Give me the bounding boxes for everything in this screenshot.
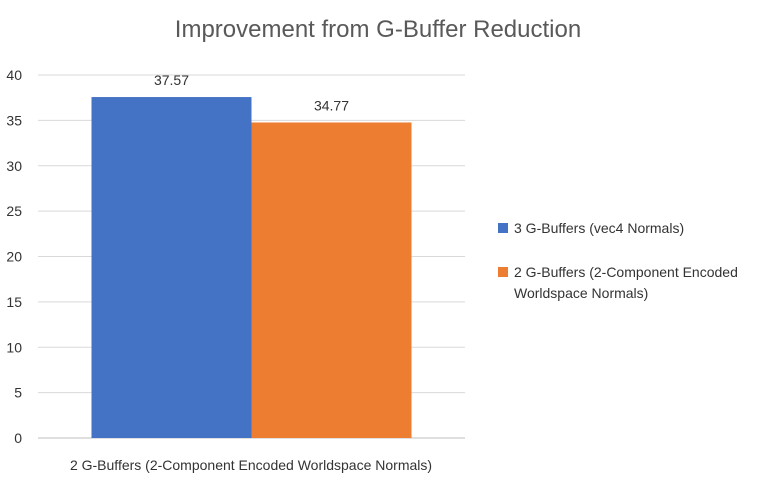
legend: 3 G-Buffers (vec4 Normals) 2 G-Buffers (… bbox=[498, 218, 753, 327]
y-tick-label: 35 bbox=[6, 112, 22, 128]
y-tick-label: 30 bbox=[6, 158, 22, 174]
x-tick-label: 2 G-Buffers (2-Component Encoded Worldsp… bbox=[70, 457, 432, 473]
y-tick-label: 40 bbox=[6, 67, 22, 83]
legend-item-series-1: 3 G-Buffers (vec4 Normals) bbox=[498, 218, 753, 239]
data-label: 37.57 bbox=[154, 72, 189, 88]
y-tick-label: 0 bbox=[14, 430, 22, 446]
legend-swatch-blue bbox=[498, 223, 508, 233]
legend-item-series-2: 2 G-Buffers (2-Component Encoded Worldsp… bbox=[498, 262, 753, 304]
y-tick-label: 25 bbox=[6, 203, 22, 219]
y-tick-label: 15 bbox=[6, 294, 22, 310]
y-tick-label: 10 bbox=[6, 339, 22, 355]
bars bbox=[91, 97, 412, 439]
legend-label: 3 G-Buffers (vec4 Normals) bbox=[514, 220, 685, 236]
chart-title: Improvement from G-Buffer Reduction bbox=[175, 16, 581, 43]
data-labels: 37.57 34.77 bbox=[154, 72, 349, 113]
bar-series-2 bbox=[251, 122, 412, 438]
bar-series-1 bbox=[91, 97, 252, 439]
y-tick-label: 20 bbox=[6, 249, 22, 265]
legend-swatch-orange bbox=[498, 267, 508, 277]
data-label: 34.77 bbox=[314, 97, 349, 113]
legend-label: 2 G-Buffers (2-Component Encoded Worldsp… bbox=[514, 264, 738, 301]
y-axis-ticks: 0 5 10 15 20 25 30 35 40 bbox=[6, 67, 22, 446]
y-tick-label: 5 bbox=[14, 385, 22, 401]
